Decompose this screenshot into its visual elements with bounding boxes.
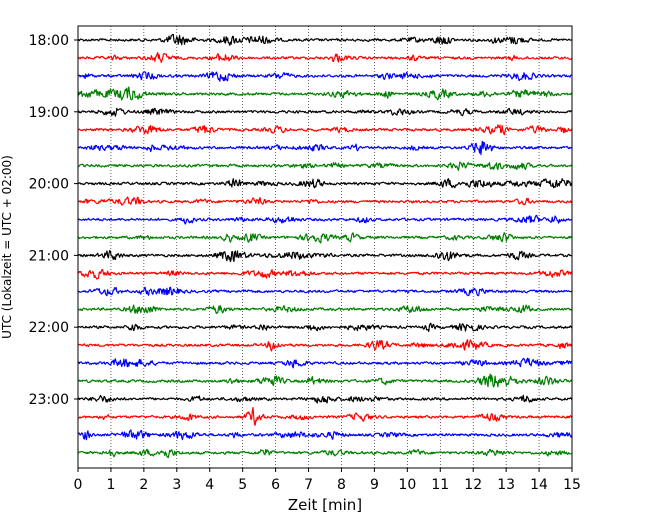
trace-2030: [77, 214, 573, 225]
trace-2000: [77, 178, 573, 189]
trace-2215: [77, 339, 573, 352]
trace-2230: [77, 357, 573, 369]
y-axis-label: UTC (Lokalzeit = UTC + 02:00): [0, 155, 14, 339]
x-tick-label: 9: [370, 477, 379, 493]
trace-2015: [77, 196, 573, 206]
trace-2245: [77, 373, 573, 388]
x-tick-label: 7: [304, 477, 313, 493]
x-tick-label: 4: [205, 477, 214, 493]
y-axis-ticks: 18:00 19:00 20:00 21:00 22:00 23:00: [29, 33, 78, 408]
trace-1945: [77, 161, 573, 171]
trace-2200: [77, 322, 573, 333]
y-tick-label: 20:00: [29, 177, 69, 193]
trace-2300: [77, 394, 573, 404]
trace-2130: [77, 286, 573, 297]
trace-1915: [77, 124, 573, 136]
y-tick-label: 21:00: [29, 248, 69, 264]
traces: [77, 33, 573, 459]
trace-2315: [77, 406, 573, 426]
trace-2045: [77, 232, 573, 244]
x-tick-label: 5: [238, 477, 247, 493]
x-axis-label: Zeit [min]: [288, 496, 362, 514]
x-tick-label: 6: [271, 477, 280, 493]
trace-2330: [77, 429, 573, 441]
trace-2345: [77, 448, 573, 459]
x-tick-label: 14: [530, 477, 548, 493]
x-tick-label: 8: [337, 477, 346, 493]
x-tick-label: 15: [563, 477, 581, 493]
trace-1930: [77, 140, 573, 156]
x-tick-label: 13: [497, 477, 515, 493]
x-tick-label: 2: [139, 477, 148, 493]
x-tick-label: 3: [172, 477, 181, 493]
y-tick-label: 18:00: [29, 33, 69, 49]
x-axis-ticks: 0 1 2 3 4 5 6 7 8 9 10 11 12 13 14 15: [74, 468, 581, 493]
x-tick-label: 10: [398, 477, 416, 493]
trace-2100: [77, 249, 573, 263]
plot-frame: [77, 25, 573, 469]
trace-1800: [77, 33, 573, 46]
trace-2145: [77, 304, 573, 315]
trace-1845: [77, 86, 573, 101]
y-tick-label: 23:00: [29, 392, 69, 408]
trace-1815: [77, 51, 573, 63]
x-tick-label: 0: [74, 477, 83, 493]
x-tick-label: 12: [464, 477, 482, 493]
trace-1830: [77, 71, 573, 82]
x-tick-label: 11: [431, 477, 449, 493]
trace-2115: [77, 268, 573, 280]
trace-1900: [77, 107, 573, 117]
y-tick-label: 22:00: [29, 320, 69, 336]
y-tick-label: 19:00: [29, 105, 69, 121]
x-tick-label: 1: [106, 477, 115, 493]
plot-background: [78, 26, 572, 468]
